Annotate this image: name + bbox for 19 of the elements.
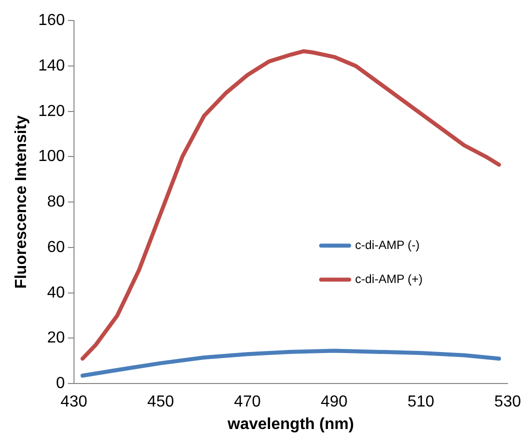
x-tick-label: 530 [494, 394, 522, 411]
y-tick-label: 120 [38, 102, 65, 120]
x-tick-label: 490 [320, 394, 348, 411]
legend-label: c-di-AMP (+) [355, 272, 423, 286]
x-tick-label: 470 [234, 394, 261, 411]
legend-label: c-di-AMP (-) [355, 238, 420, 252]
x-tick-label: 510 [408, 394, 434, 411]
y-tick-label: 20 [47, 330, 65, 347]
y-tick-label: 80 [47, 194, 65, 211]
y-tick-label: 60 [47, 238, 65, 256]
x-tick-label: 450 [147, 394, 174, 411]
x-tick-label: 430 [60, 394, 88, 411]
y-axis-title: Fluorescence Intensity [13, 115, 30, 289]
y-tick-label: 40 [47, 284, 65, 302]
y-tick-label: 160 [38, 12, 65, 30]
y-tick-label: 140 [38, 57, 65, 74]
x-axis-title: wavelength (nm) [226, 416, 354, 433]
y-tick-label: 100 [38, 148, 65, 166]
y-tick-label: 0 [56, 375, 65, 392]
